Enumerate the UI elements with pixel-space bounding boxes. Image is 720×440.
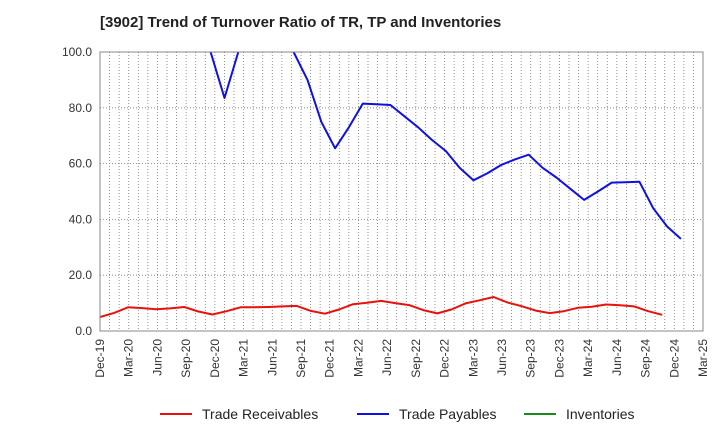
x-tick-label: Mar-25 bbox=[696, 339, 710, 377]
x-tick-label: Mar-20 bbox=[122, 339, 136, 377]
y-tick-label: 80.0 bbox=[69, 101, 93, 115]
legend: Trade Receivables Trade Payables Inventori… bbox=[0, 404, 720, 424]
legend-swatch bbox=[357, 413, 389, 415]
y-tick-label: 60.0 bbox=[69, 157, 93, 171]
legend-item-trade-receivables: Trade Receivables bbox=[160, 404, 318, 424]
x-tick-label: Dec-20 bbox=[208, 339, 222, 378]
series-line-trade-receivables bbox=[100, 296, 663, 319]
y-tick-label: 0.0 bbox=[75, 324, 92, 338]
y-tick-label: 20.0 bbox=[69, 268, 93, 282]
series-line-trade-payables bbox=[209, 52, 240, 99]
legend-label: Trade Payables bbox=[399, 406, 497, 422]
x-tick-label: Dec-23 bbox=[552, 339, 566, 378]
x-tick-label: Jun-20 bbox=[150, 339, 164, 376]
chart-title: [3902] Trend of Turnover Ratio of TR, TP… bbox=[100, 14, 502, 31]
x-tick-label: Dec-22 bbox=[438, 339, 452, 378]
x-tick-label: Dec-19 bbox=[93, 339, 107, 378]
x-tick-label: Mar-22 bbox=[351, 339, 365, 377]
x-tick-label: Sep-23 bbox=[524, 339, 538, 378]
x-tick-label: Jun-21 bbox=[265, 339, 279, 376]
plot-frame bbox=[99, 51, 704, 332]
x-tick-label: Jun-23 bbox=[495, 339, 509, 376]
legend-item-trade-payables: Trade Payables bbox=[357, 404, 497, 424]
legend-swatch bbox=[160, 413, 192, 415]
x-tick-label: Mar-23 bbox=[466, 339, 480, 377]
legend-label: Inventories bbox=[566, 406, 635, 422]
x-tick-label: Sep-20 bbox=[179, 339, 193, 378]
x-tick-label: Jun-22 bbox=[380, 339, 394, 376]
series-lines bbox=[100, 52, 682, 319]
y-tick-label: 40.0 bbox=[69, 212, 93, 226]
series-line-trade-payables bbox=[292, 52, 682, 240]
legend-label: Trade Receivables bbox=[202, 406, 319, 422]
y-axis-ticks: 0.0 20.0 40.0 60.0 80.0 100.0 bbox=[62, 45, 92, 338]
grid-lines bbox=[100, 52, 703, 331]
x-tick-label: Sep-24 bbox=[639, 339, 653, 378]
x-tick-label: Dec-21 bbox=[323, 339, 337, 378]
legend-item-inventories: Inventories bbox=[524, 404, 634, 424]
x-tick-label: Sep-22 bbox=[409, 339, 423, 378]
y-tick-label: 100.0 bbox=[62, 45, 92, 59]
x-tick-label: Mar-21 bbox=[237, 339, 251, 377]
x-tick-label: Sep-21 bbox=[294, 339, 308, 378]
x-tick-label: Dec-24 bbox=[667, 339, 681, 378]
legend-swatch bbox=[524, 413, 556, 415]
x-tick-label: Mar-24 bbox=[581, 339, 595, 377]
x-axis-ticks: Dec-19 Mar-20 Jun-20 Sep-20 Dec-20 Mar-21 Jun-… bbox=[93, 339, 710, 378]
x-tick-label: Jun-24 bbox=[610, 339, 624, 376]
